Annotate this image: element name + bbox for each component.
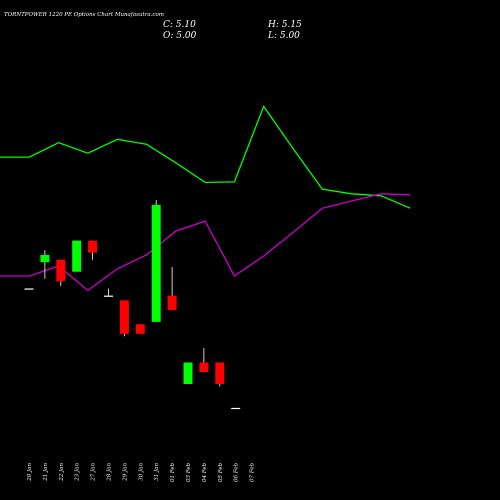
x-tick-label: 04 Feb — [202, 463, 208, 483]
x-tick-label: 06 Feb — [234, 463, 240, 483]
x-tick-label: 27 Jan — [91, 463, 97, 482]
x-tick-label: 31 Jan — [154, 463, 160, 481]
candle — [40, 250, 50, 279]
candle-body — [88, 240, 98, 253]
candle — [24, 288, 34, 290]
candle — [88, 240, 98, 260]
candle-body — [215, 362, 225, 384]
x-tick-label: 22 Jan — [59, 463, 65, 482]
candle — [199, 348, 209, 373]
x-tick-label: 23 Jan — [75, 463, 81, 482]
candle — [56, 259, 66, 287]
x-tick-label: 29 Jan — [122, 463, 128, 482]
candle-body — [119, 300, 129, 334]
candle — [183, 362, 193, 384]
candle — [72, 240, 82, 272]
high-value: H: 5.15 — [267, 20, 302, 30]
candle-body — [24, 288, 34, 290]
x-tick-label: 30 Jan — [138, 463, 144, 481]
candle — [215, 362, 225, 387]
candle-body — [231, 407, 241, 410]
candle-body — [199, 362, 209, 373]
x-tick-label: 07 Feb — [250, 463, 256, 483]
candle-body — [151, 204, 161, 322]
candle — [167, 266, 177, 310]
candle-body — [104, 295, 113, 297]
candle — [231, 407, 241, 410]
indicator-line-2 — [0, 193, 411, 292]
close-value: C: 5.10 — [163, 20, 196, 30]
candle-body — [135, 324, 145, 334]
candle-body — [183, 362, 193, 384]
indicator-line-1 — [0, 105, 411, 209]
candle — [104, 288, 113, 297]
x-tick-label: 28 Jan — [107, 463, 113, 482]
x-tick-label: 21 Jan — [43, 463, 49, 482]
low-value: L: 5.00 — [267, 31, 300, 41]
candles — [24, 200, 241, 410]
x-tick-label: 01 Feb — [170, 463, 176, 483]
candle-body — [167, 295, 177, 310]
candle-body — [56, 259, 66, 282]
x-axis-labels: 20 Jan 21 Jan 22 Jan 23 Jan 27 Jan 28 Jan 29 J… — [27, 463, 256, 483]
chart-title: TORNTPOWER 1220 PE Options Chart Munafas… — [4, 12, 164, 18]
candle-body — [72, 240, 82, 272]
candle — [135, 324, 145, 334]
open-value: O: 5.00 — [163, 31, 197, 41]
candle — [119, 300, 129, 337]
indicator-lines — [0, 105, 411, 292]
x-tick-label: 05 Feb — [218, 463, 224, 483]
x-tick-label: 20 Jan — [27, 463, 33, 482]
candle-body — [40, 255, 50, 263]
candle — [151, 200, 161, 322]
x-tick-label: 03 Feb — [186, 463, 192, 483]
